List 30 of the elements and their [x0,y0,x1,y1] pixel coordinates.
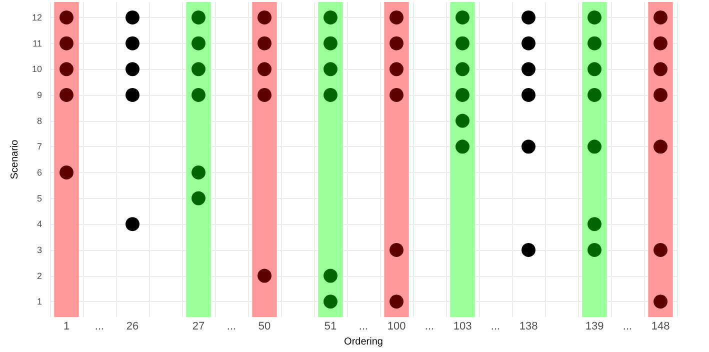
y-tick-label: 11 [32,38,42,48]
x-tick-label: 27 [192,320,205,333]
x-axis-title: Ordering [344,336,383,348]
y-axis-title: Scenario [10,139,20,180]
y-tick-label: 10 [32,64,42,74]
x-tick-label: 100 [387,320,406,333]
x-tick-label: ... [358,320,368,333]
x-tick-label: 51 [324,320,337,333]
y-tick-label: 1 [36,296,42,307]
x-tick-label: 50 [258,320,271,333]
y-tick-label: 9 [36,90,42,100]
x-tick-label: 26 [126,320,139,333]
x-tick-label: ... [424,320,434,333]
y-tick-label: 5 [36,193,42,204]
x-tick-label: 1 [63,320,70,333]
y-tick-label: 3 [36,244,42,255]
y-tick-label: 8 [36,116,42,126]
y-tick-label: 2 [36,270,42,281]
x-tick-label: 139 [585,320,604,333]
x-tick-label: 103 [453,320,472,333]
x-tick-label: ... [94,320,104,333]
x-tick-label: ... [490,320,500,333]
x-tick-label: 148 [651,320,670,333]
x-tick-label: 138 [519,320,538,333]
x-tick-label: ... [226,320,236,333]
y-tick-label: 4 [36,219,42,230]
y-tick-label: 6 [36,167,42,178]
y-tick-label: 7 [36,142,42,152]
y-tick-label: 12 [32,12,42,22]
x-tick-label: ... [622,320,632,333]
